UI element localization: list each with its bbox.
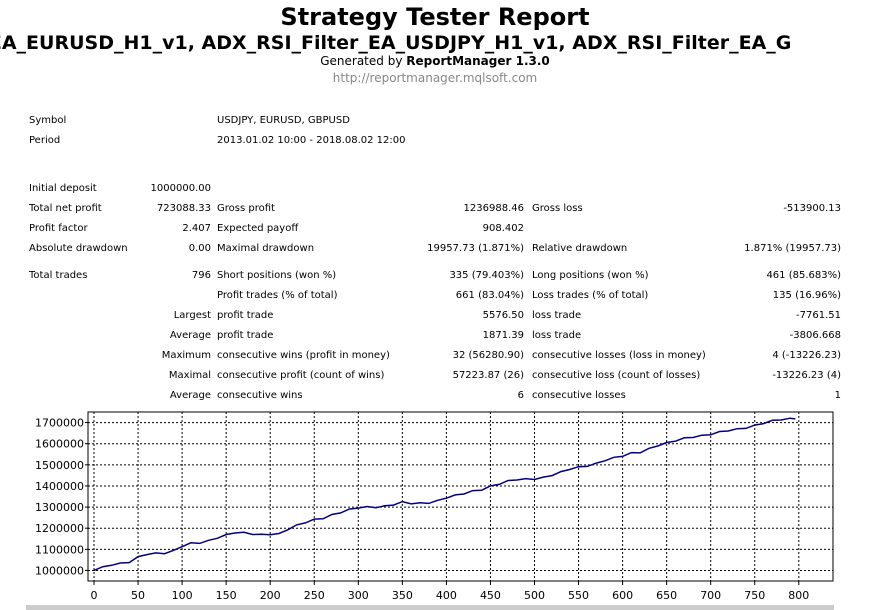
average-label: Average [169, 330, 211, 341]
symbol-label: Symbol [29, 115, 67, 126]
max-consec-losses-label: consecutive losses (loss in money) [532, 350, 706, 361]
y-tick-label: 1400000 [35, 480, 84, 493]
average-loss-label: loss trade [532, 330, 582, 341]
x-tick-label: 550 [568, 589, 589, 602]
maximal-drawdown-label: Maximal drawdown [217, 243, 315, 254]
x-tick-label: 100 [172, 589, 193, 602]
report-url: http://reportmanager.mqlsoft.com [332, 71, 538, 85]
relative-drawdown-label: Relative drawdown [532, 243, 628, 254]
x-tick-label: 400 [436, 589, 457, 602]
generated-by: Generated by ReportManager 1.3.0 [0, 54, 870, 68]
total-trades-value: 796 [191, 270, 211, 281]
average2-label: Average [169, 390, 211, 401]
absolute-drawdown-label: Absolute drawdown [29, 243, 128, 254]
average-loss-value: -3806.668 [789, 330, 841, 341]
y-tick-label: 1300000 [35, 501, 84, 514]
maximal-label: Maximal [168, 370, 211, 381]
y-axis-ticks: 1000000 1100000 1200000 1300000 1400000 15000… [35, 417, 88, 577]
x-tick-label: 0 [91, 589, 98, 602]
x-tick-label: 200 [260, 589, 281, 602]
generator-name: ReportManager 1.3.0 [406, 54, 550, 68]
balance-chart: 1000000110000012000001300000140000015000… [26, 411, 834, 610]
y-tick-label: 1700000 [35, 417, 84, 430]
largest-loss-label: loss trade [532, 310, 582, 321]
x-tick-label: 650 [656, 589, 677, 602]
maximal-consec-profit-value: 57223.87 (26) [452, 370, 524, 381]
gross-profit-label: Gross profit [217, 203, 275, 214]
x-tick-label: 500 [524, 589, 545, 602]
period-value: 2013.01.02 10:00 - 2018.08.02 12:00 [217, 135, 406, 146]
max-consec-wins-label: consecutive wins (profit in money) [217, 350, 390, 361]
x-tick-label: 350 [392, 589, 413, 602]
maximal-consec-loss-label: consecutive loss (count of losses) [532, 370, 701, 381]
x-axis-ticks: 0 50 100 150 200 250 300 350 400 450 500 550 600 650 7… [91, 581, 809, 602]
x-tick-label: 600 [612, 589, 633, 602]
absolute-drawdown-value: 0.00 [188, 243, 211, 254]
y-tick-label: 1600000 [35, 438, 84, 451]
average-profit-label: profit trade [217, 330, 274, 341]
short-positions-label: Short positions (won %) [217, 270, 337, 281]
y-tick-label: 1000000 [35, 564, 84, 577]
largest-loss-value: -7761.51 [796, 310, 841, 321]
x-tick-label: 750 [744, 589, 765, 602]
maximal-consec-loss-value: -13226.23 (4) [772, 370, 841, 381]
loss-trades-value: 135 (16.96%) [772, 290, 841, 301]
relative-drawdown-value: 1.871% (19957.73) [744, 243, 841, 254]
profit-trades-value: 661 (83.04%) [455, 290, 524, 301]
report-title: Strategy Tester Report [280, 3, 590, 31]
generated-prefix: Generated by [320, 54, 407, 68]
maximal-consec-profit-label: consecutive profit (count of wins) [217, 370, 385, 381]
x-tick-label: 700 [700, 589, 721, 602]
x-tick-label: 50 [131, 589, 145, 602]
avg-consec-wins-label: consecutive wins [217, 390, 303, 401]
gross-loss-label: Gross loss [532, 203, 583, 214]
period-label: Period [29, 135, 61, 146]
short-positions-value: 335 (79.403%) [449, 270, 524, 281]
x-tick-label: 450 [480, 589, 501, 602]
avg-consec-losses-value: 1 [834, 390, 841, 401]
long-positions-label: Long positions (won %) [532, 270, 649, 281]
max-consec-wins-value: 32 (56280.90) [452, 350, 524, 361]
report-subtitle: r_EA_EURUSD_H1_v1, ADX_RSI_Filter_EA_USD… [0, 32, 792, 54]
total-trades-label: Total trades [29, 270, 88, 281]
chart-bottom-bar [26, 605, 834, 610]
largest-label: Largest [173, 310, 211, 321]
avg-consec-wins-value: 6 [517, 390, 524, 401]
x-tick-label: 150 [216, 589, 237, 602]
y-tick-label: 1500000 [35, 459, 84, 472]
chart-grid [88, 412, 833, 581]
profit-factor-label: Profit factor [29, 223, 88, 234]
expected-payoff-label: Expected payoff [217, 223, 299, 234]
gross-profit-value: 1236988.46 [463, 203, 524, 214]
profit-factor-value: 2.407 [182, 223, 211, 234]
maximal-drawdown-value: 19957.73 (1.871%) [427, 243, 524, 254]
expected-payoff-value: 908.402 [482, 223, 524, 234]
symbol-value: USDJPY, EURUSD, GBPUSD [217, 115, 350, 126]
initial-deposit-value: 1000000.00 [150, 183, 211, 194]
average-profit-value: 1871.39 [482, 330, 524, 341]
largest-profit-label: profit trade [217, 310, 274, 321]
y-tick-label: 1200000 [35, 522, 84, 535]
profit-trades-label: Profit trades (% of total) [217, 290, 338, 301]
long-positions-value: 461 (85.683%) [766, 270, 841, 281]
loss-trades-label: Loss trades (% of total) [532, 290, 649, 301]
largest-profit-value: 5576.50 [482, 310, 524, 321]
y-tick-label: 1100000 [35, 543, 84, 556]
max-consec-losses-value: 4 (-13226.23) [772, 350, 841, 361]
total-net-profit-value: 723088.33 [156, 203, 211, 214]
gross-loss-value: -513900.13 [783, 203, 841, 214]
balance-line [93, 417, 796, 572]
maximum-label: Maximum [161, 350, 211, 361]
avg-consec-losses-label: consecutive losses [532, 390, 626, 401]
total-net-profit-label: Total net profit [29, 203, 102, 214]
plot-area [87, 411, 834, 582]
x-tick-label: 800 [788, 589, 809, 602]
initial-deposit-label: Initial deposit [29, 183, 97, 194]
x-tick-label: 250 [304, 589, 325, 602]
x-tick-label: 300 [348, 589, 369, 602]
